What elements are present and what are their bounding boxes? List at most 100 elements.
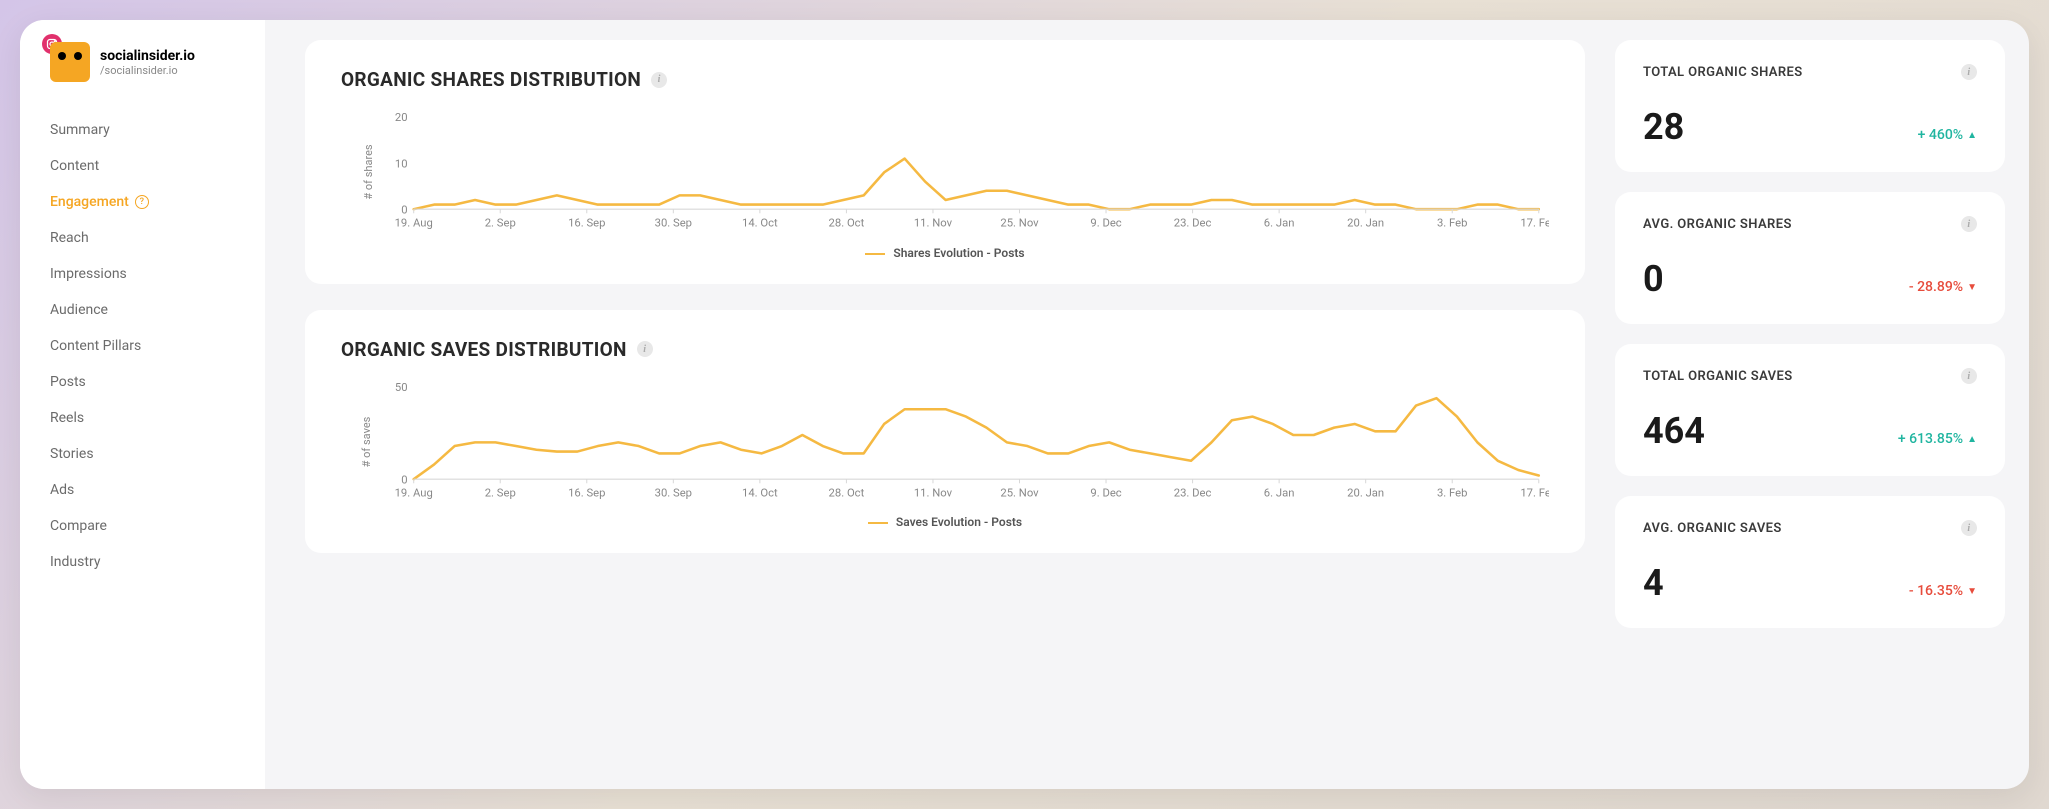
app-window: socialinsider.io /socialinsider.io Summa… [20,20,2029,789]
svg-text:0: 0 [401,203,407,216]
sidebar-item-content[interactable]: Content [50,148,265,184]
stat-label: TOTAL ORGANIC SHARESi [1643,64,1977,80]
svg-text:14. Oct: 14. Oct [742,217,778,230]
info-icon[interactable]: i [1961,64,1977,80]
brand-logo-icon [50,42,90,82]
charts-column: ORGANIC SHARES DISTRIBUTIONi # of shares 0… [305,40,1585,769]
svg-text:50: 50 [395,381,408,394]
sidebar-nav: Summary Content Engagement? Reach Impression… [50,112,265,580]
info-icon[interactable]: i [1961,368,1977,384]
svg-text:0: 0 [401,473,407,486]
y-axis-label: # of saves [360,417,373,468]
svg-text:25. Nov: 25. Nov [1000,217,1039,230]
svg-text:17. Feb: 17. Feb [1520,486,1549,499]
stat-delta: + 613.85%▲ [1898,431,1977,447]
caret-down-icon: ▼ [1967,586,1977,597]
svg-text:30. Sep: 30. Sep [655,486,692,499]
sidebar-item-label: Industry [50,554,100,570]
sidebar-item-reach[interactable]: Reach [50,220,265,256]
svg-text:11. Nov: 11. Nov [914,486,953,499]
help-icon: ? [135,195,149,209]
stat-delta: - 16.35%▼ [1909,583,1977,599]
stat-label: AVG. ORGANIC SHARESi [1643,216,1977,232]
svg-text:19. Aug: 19. Aug [395,486,433,499]
svg-text:28. Oct: 28. Oct [829,217,865,230]
sidebar: socialinsider.io /socialinsider.io Summa… [20,20,265,789]
info-icon[interactable]: i [651,72,667,88]
sidebar-item-label: Content Pillars [50,338,141,354]
caret-up-icon: ▲ [1967,130,1977,141]
stat-value: 4 [1643,562,1664,604]
stat-body: 0 - 28.89%▼ [1643,258,1977,300]
caret-down-icon: ▼ [1967,282,1977,293]
svg-text:30. Sep: 30. Sep [655,217,692,230]
svg-text:16. Sep: 16. Sep [568,217,605,230]
stat-value: 464 [1643,410,1705,452]
y-axis-label: # of shares [362,145,375,200]
chart-legend: Shares Evolution - Posts [341,246,1549,260]
stat-body: 28+ 460%▲ [1643,106,1977,148]
sidebar-item-label: Impressions [50,266,127,282]
svg-text:19. Aug: 19. Aug [395,217,433,230]
brand-title: socialinsider.io [100,48,195,64]
sidebar-item-label: Compare [50,518,107,534]
chart-legend: Saves Evolution - Posts [341,515,1549,529]
sidebar-item-summary[interactable]: Summary [50,112,265,148]
svg-text:16. Sep: 16. Sep [568,486,605,499]
brand: socialinsider.io /socialinsider.io [50,42,265,82]
stat-card: TOTAL ORGANIC SAVESi 464 + 613.85%▲ [1615,344,2005,476]
stat-delta: - 28.89%▼ [1909,279,1977,295]
sidebar-item-stories[interactable]: Stories [50,436,265,472]
svg-text:20. Jan: 20. Jan [1347,486,1384,499]
sidebar-item-posts[interactable]: Posts [50,364,265,400]
sidebar-item-label: Reels [50,410,84,426]
stat-label: TOTAL ORGANIC SAVESi [1643,368,1977,384]
info-icon[interactable]: i [1961,520,1977,536]
chart-title: ORGANIC SAVES DISTRIBUTIONi [341,338,1549,361]
brand-subtitle: /socialinsider.io [100,64,195,77]
svg-text:28. Oct: 28. Oct [829,486,865,499]
svg-text:20. Jan: 20. Jan [1347,217,1384,230]
svg-text:20: 20 [395,111,408,124]
stat-body: 464 + 613.85%▲ [1643,410,1977,452]
sidebar-item-compare[interactable]: Compare [50,508,265,544]
stats-column: TOTAL ORGANIC SHARESi 28+ 460%▲ AVG. ORGAN… [1615,40,2005,769]
sidebar-item-label: Content [50,158,99,174]
sidebar-item-content-pillars[interactable]: Content Pillars [50,328,265,364]
sidebar-item-engagement[interactable]: Engagement? [50,184,265,220]
svg-text:23. Dec: 23. Dec [1174,217,1212,230]
svg-text:17. Feb: 17. Feb [1520,217,1549,230]
sidebar-item-industry[interactable]: Industry [50,544,265,580]
sidebar-item-reels[interactable]: Reels [50,400,265,436]
main-content: ORGANIC SHARES DISTRIBUTIONi # of shares 0… [265,20,2029,789]
svg-text:14. Oct: 14. Oct [742,486,778,499]
svg-text:6. Jan: 6. Jan [1264,217,1295,230]
svg-text:9. Dec: 9. Dec [1090,217,1121,230]
info-icon[interactable]: i [1961,216,1977,232]
chart-area: # of saves 0 50 19. Aug 2. Sep 16. Sep 30. Sep… [341,381,1549,504]
stat-value: 0 [1643,258,1664,300]
sidebar-item-impressions[interactable]: Impressions [50,256,265,292]
stat-delta: + 460%▲ [1918,127,1977,143]
chart-area: # of shares0102019. Aug2. Sep16. Sep30. … [341,111,1549,234]
stat-card: AVG. ORGANIC SHARESi 0 - 28.89%▼ [1615,192,2005,324]
sidebar-item-label: Summary [50,122,110,138]
sidebar-item-label: Ads [50,482,74,498]
sidebar-item-audience[interactable]: Audience [50,292,265,328]
svg-text:6. Jan: 6. Jan [1264,486,1295,499]
svg-text:23. Dec: 23. Dec [1174,486,1212,499]
sidebar-item-label: Audience [50,302,108,318]
info-icon[interactable]: i [637,341,653,357]
sidebar-item-label: Posts [50,374,86,390]
sidebar-item-label: Reach [50,230,89,246]
svg-text:9. Dec: 9. Dec [1090,486,1121,499]
sidebar-item-ads[interactable]: Ads [50,472,265,508]
chart-card: ORGANIC SHARES DISTRIBUTIONi # of shares 0… [305,40,1585,284]
svg-text:2. Sep: 2. Sep [485,486,516,499]
sidebar-item-label: Stories [50,446,94,462]
chart-svg: 0102019. Aug2. Sep16. Sep30. Sep14. Oct2… [383,111,1549,234]
caret-up-icon: ▲ [1967,434,1977,445]
svg-text:3. Feb: 3. Feb [1437,217,1467,230]
chart-title: ORGANIC SHARES DISTRIBUTIONi [341,68,1549,91]
stat-label: AVG. ORGANIC SAVESi [1643,520,1977,536]
